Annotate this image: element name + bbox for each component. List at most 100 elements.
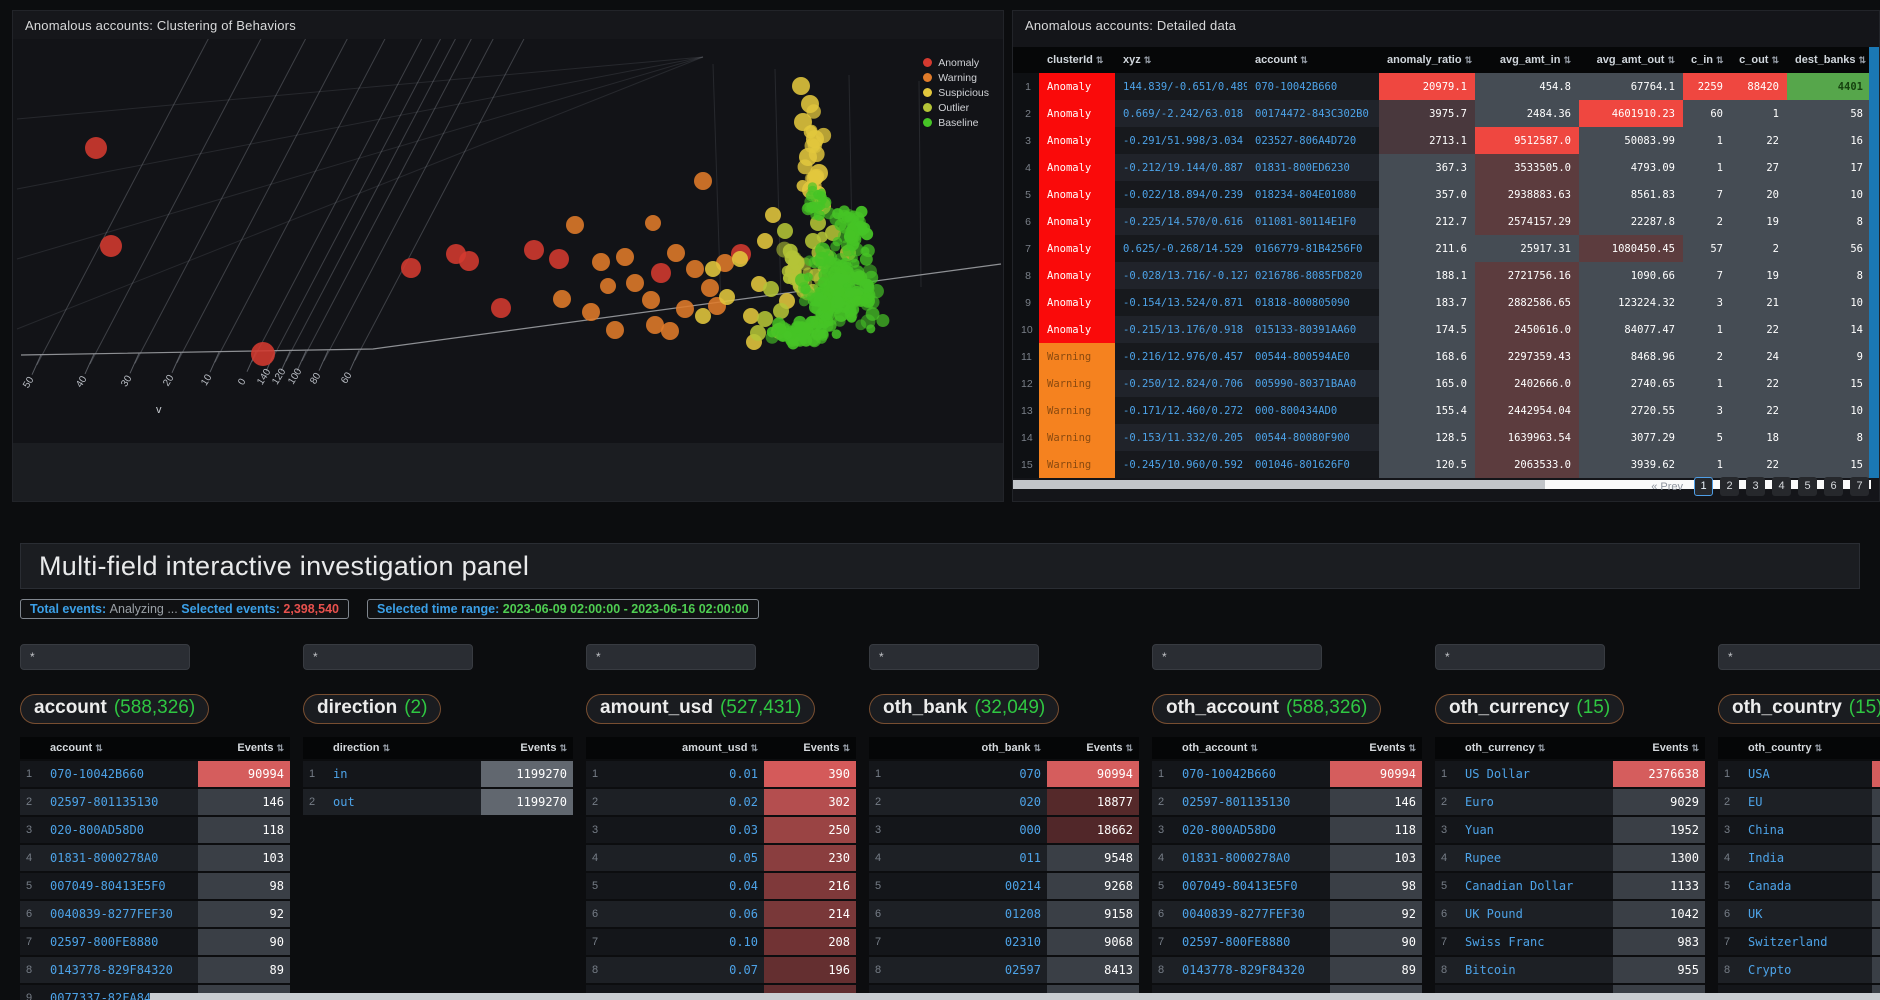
field-row[interactable]: 6UK Pound1042: [1435, 901, 1705, 927]
column-header-oth_currency[interactable]: oth_currency⇅: [1459, 737, 1613, 759]
column-header-oth_account[interactable]: oth_account⇅: [1176, 737, 1330, 759]
legend-item-warning[interactable]: Warning: [923, 70, 989, 85]
field-row[interactable]: 7Switzerland: [1718, 929, 1880, 955]
field-row[interactable]: 107090994: [869, 761, 1139, 787]
field-row[interactable]: 7Swiss Franc983: [1435, 929, 1705, 955]
table-row[interactable]: 9Anomaly-0.154/13.524/0.87101818-8008050…: [1013, 289, 1871, 316]
field-row[interactable]: 202597-801135130146: [1152, 789, 1422, 815]
field-row[interactable]: 40.05230: [586, 845, 856, 871]
column-header-account[interactable]: account⇅: [1247, 47, 1379, 73]
field-row[interactable]: 5007049-80413E5F098: [20, 873, 290, 899]
field-row[interactable]: 8Bitcoin955: [1435, 957, 1705, 983]
field-row[interactable]: 5Canada: [1718, 873, 1880, 899]
field-row[interactable]: 4India: [1718, 845, 1880, 871]
events-column-header[interactable]: Events⇅: [1613, 737, 1705, 759]
field-row[interactable]: 40119548: [869, 845, 1139, 871]
field-row[interactable]: 60040839-8277FEF3092: [20, 901, 290, 927]
field-row[interactable]: 10.01390: [586, 761, 856, 787]
column-header-oth_country[interactable]: oth_country⇅: [1742, 737, 1872, 759]
vertical-scrollbar[interactable]: [1869, 47, 1879, 478]
events-column-header[interactable]: Events⇅: [481, 737, 573, 759]
field-row[interactable]: 3Yuan1952: [1435, 817, 1705, 843]
page-button-3[interactable]: 3: [1746, 477, 1765, 496]
table-row[interactable]: 2Anomaly0.669/-2.242/63.01800174472-843C…: [1013, 100, 1871, 127]
column-header-c_in[interactable]: c_in⇅: [1683, 47, 1731, 73]
table-row[interactable]: 7Anomaly0.625/-0.268/14.5290166779-81B42…: [1013, 235, 1871, 262]
pagination-prev-button[interactable]: « Prev: [1651, 481, 1683, 493]
field-row[interactable]: 8025978413: [869, 957, 1139, 983]
table-row[interactable]: 4Anomaly-0.212/19.144/0.88701831-800ED62…: [1013, 154, 1871, 181]
page-button-1[interactable]: 1: [1694, 477, 1713, 496]
events-column-header[interactable]: Events⇅: [1330, 737, 1422, 759]
legend-item-suspicious[interactable]: Suspicious: [923, 85, 989, 100]
field-row[interactable]: 8Crypto: [1718, 957, 1880, 983]
field-row[interactable]: 6UK: [1718, 901, 1880, 927]
field-row[interactable]: 1070-10042B66090994: [1152, 761, 1422, 787]
column-header-xyz[interactable]: xyz⇅: [1115, 47, 1247, 73]
field-row[interactable]: 2Euro9029: [1435, 789, 1705, 815]
field-row[interactable]: 4Rupee1300: [1435, 845, 1705, 871]
page-button-2[interactable]: 2: [1720, 477, 1739, 496]
field-row[interactable]: 1US Dollar2376638: [1435, 761, 1705, 787]
column-header-anomaly_ratio[interactable]: anomaly_ratio⇅: [1379, 47, 1475, 73]
table-row[interactable]: 10Anomaly-0.215/13.176/0.918015133-80391…: [1013, 316, 1871, 343]
column-header-oth_bank[interactable]: oth_bank⇅: [893, 737, 1047, 759]
column-header-clusterId[interactable]: clusterId⇅: [1039, 47, 1115, 73]
table-row[interactable]: 6Anomaly-0.225/14.570/0.616011081-80114E…: [1013, 208, 1871, 235]
page-button-4[interactable]: 4: [1772, 477, 1791, 496]
field-row[interactable]: 300018662: [869, 817, 1139, 843]
field-search-input-oth_country[interactable]: [1718, 644, 1880, 670]
field-row[interactable]: 80143778-829F8432089: [20, 957, 290, 983]
field-title-pill-amount_usd[interactable]: amount_usd(527,431): [586, 694, 815, 724]
field-row[interactable]: 3China: [1718, 817, 1880, 843]
table-row[interactable]: 13Warning-0.171/12.460/0.272000-800434AD…: [1013, 397, 1871, 424]
legend-item-anomaly[interactable]: Anomaly: [923, 55, 989, 70]
field-search-input-oth_bank[interactable]: [869, 644, 1039, 670]
legend-item-outlier[interactable]: Outlier: [923, 100, 989, 115]
field-search-input-oth_account[interactable]: [1152, 644, 1322, 670]
events-column-header[interactable]: Events⇅: [764, 737, 856, 759]
field-row[interactable]: 5007049-80413E5F098: [1152, 873, 1422, 899]
column-header-amount_usd[interactable]: amount_usd⇅: [610, 737, 764, 759]
field-row[interactable]: 1USA: [1718, 761, 1880, 787]
field-row[interactable]: 80.07196: [586, 957, 856, 983]
page-button-6[interactable]: 6: [1824, 477, 1843, 496]
field-row[interactable]: 5002149268: [869, 873, 1139, 899]
field-row[interactable]: 1070-10042B66090994: [20, 761, 290, 787]
page-button-7[interactable]: 7: [1850, 477, 1869, 496]
field-row[interactable]: 202018877: [869, 789, 1139, 815]
field-row[interactable]: 401831-8000278A0103: [20, 845, 290, 871]
field-search-input-oth_currency[interactable]: [1435, 644, 1605, 670]
legend-item-baseline[interactable]: Baseline: [923, 115, 989, 130]
field-search-input-amount_usd[interactable]: [586, 644, 756, 670]
field-title-pill-oth_account[interactable]: oth_account(588,326): [1152, 694, 1381, 724]
column-header-avg_amt_out[interactable]: avg_amt_out⇅: [1579, 47, 1683, 73]
field-title-pill-oth_bank[interactable]: oth_bank(32,049): [869, 694, 1059, 724]
page-button-5[interactable]: 5: [1798, 477, 1817, 496]
field-title-pill-oth_currency[interactable]: oth_currency(15): [1435, 694, 1624, 724]
field-row[interactable]: 7023109068: [869, 929, 1139, 955]
field-search-input-direction[interactable]: [303, 644, 473, 670]
events-column-header[interactable]: Events⇅: [1047, 737, 1139, 759]
field-row[interactable]: 202597-801135130146: [20, 789, 290, 815]
field-row[interactable]: 3020-800AD58D0118: [1152, 817, 1422, 843]
table-row[interactable]: 3Anomaly-0.291/51.998/3.034023527-806A4D…: [1013, 127, 1871, 154]
field-search-input-account[interactable]: [20, 644, 190, 670]
field-row[interactable]: 30.03250: [586, 817, 856, 843]
events-column-header[interactable]: Events⇅: [1872, 737, 1880, 759]
field-row[interactable]: 60040839-8277FEF3092: [1152, 901, 1422, 927]
column-header-account[interactable]: account⇅: [44, 737, 198, 759]
field-title-pill-direction[interactable]: direction(2): [303, 694, 441, 724]
scrollbar-thumb[interactable]: [1013, 480, 1545, 489]
column-header-direction[interactable]: direction⇅: [327, 737, 481, 759]
table-row[interactable]: 1Anomaly144.839/-0.651/0.489070-10042B66…: [1013, 73, 1871, 100]
field-row[interactable]: 401831-8000278A0103: [1152, 845, 1422, 871]
field-row[interactable]: 3020-800AD58D0118: [20, 817, 290, 843]
field-row[interactable]: 50.04216: [586, 873, 856, 899]
field-row[interactable]: 20.02302: [586, 789, 856, 815]
field-row[interactable]: 1in1199270: [303, 761, 573, 787]
table-row[interactable]: 12Warning-0.250/12.824/0.706005990-80371…: [1013, 370, 1871, 397]
field-row[interactable]: 6012089158: [869, 901, 1139, 927]
table-row[interactable]: 11Warning-0.216/12.976/0.45700544-800594…: [1013, 343, 1871, 370]
column-header-dest_banks[interactable]: dest_banks⇅: [1787, 47, 1871, 73]
